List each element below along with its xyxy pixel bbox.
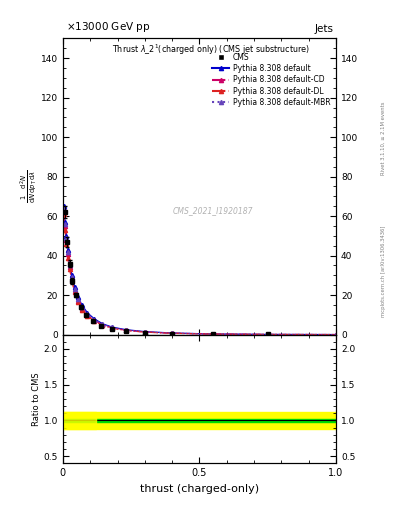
Pythia 8.308 default-DL	[123, 327, 128, 333]
Pythia 8.308 default-CD	[72, 288, 77, 294]
Pythia 8.308 default-CD	[110, 325, 114, 331]
Pythia 8.308 default-MBR	[100, 321, 105, 327]
Pythia 8.308 default-MBR	[64, 235, 69, 241]
Pythia 8.308 default-DL	[85, 313, 90, 319]
Pythia 8.308 default	[334, 331, 338, 337]
Pythia 8.308 default	[63, 219, 68, 225]
Pythia 8.308 default-DL	[63, 227, 68, 233]
Pythia 8.308 default-DL	[211, 331, 215, 337]
Pythia 8.308 default	[80, 302, 84, 308]
Pythia 8.308 default-MBR	[75, 296, 80, 302]
Pythia 8.308 default-DL	[92, 318, 97, 324]
Pythia 8.308 default	[123, 327, 128, 333]
Pythia 8.308 default	[64, 233, 69, 239]
Pythia 8.308 default-CD	[211, 331, 215, 337]
Pythia 8.308 default-DL	[334, 331, 338, 337]
X-axis label: thrust (charged-only): thrust (charged-only)	[140, 484, 259, 494]
Pythia 8.308 default-DL	[67, 266, 72, 272]
Pythia 8.308 default-CD	[170, 330, 174, 336]
Pythia 8.308 default-MBR	[62, 205, 66, 211]
Pythia 8.308 default-CD	[123, 327, 128, 333]
Y-axis label: Ratio to CMS: Ratio to CMS	[32, 372, 41, 426]
Pythia 8.308 default-MBR	[92, 316, 97, 323]
Line: Pythia 8.308 default-MBR: Pythia 8.308 default-MBR	[64, 208, 336, 334]
Pythia 8.308 default-MBR	[170, 330, 174, 336]
Pythia 8.308 default-MBR	[63, 221, 68, 227]
Pythia 8.308 default-CD	[66, 250, 70, 257]
Text: $\times$13000 GeV pp: $\times$13000 GeV pp	[66, 20, 150, 34]
Pythia 8.308 default-CD	[100, 322, 105, 328]
Y-axis label: $\frac{1}{\mathrm{d}N}\frac{\mathrm{d}^{2}N}{\mathrm{d}p_{\mathrm{T}}\,\mathrm{d: $\frac{1}{\mathrm{d}N}\frac{\mathrm{d}^{…	[18, 169, 39, 203]
Pythia 8.308 default-CD	[75, 298, 80, 304]
Pythia 8.308 default	[211, 331, 215, 337]
Pythia 8.308 default-CD	[265, 331, 270, 337]
Pythia 8.308 default-DL	[72, 289, 77, 295]
Line: Pythia 8.308 default-CD: Pythia 8.308 default-CD	[64, 210, 336, 334]
Pythia 8.308 default-CD	[70, 276, 74, 283]
Pythia 8.308 default-CD	[64, 237, 69, 243]
Pythia 8.308 default-DL	[143, 329, 147, 335]
Text: mcplots.cern.ch [arXiv:1306.3436]: mcplots.cern.ch [arXiv:1306.3436]	[381, 226, 386, 317]
Pythia 8.308 default	[62, 203, 66, 209]
Pythia 8.308 default-MBR	[123, 327, 128, 333]
Pythia 8.308 default-CD	[80, 306, 84, 312]
Text: Thrust $\lambda\_2^1$(charged only) (CMS jet substructure): Thrust $\lambda\_2^1$(charged only) (CMS…	[112, 43, 310, 57]
Pythia 8.308 default	[92, 316, 97, 322]
Pythia 8.308 default-DL	[66, 254, 70, 261]
Pythia 8.308 default-DL	[75, 299, 80, 305]
Legend: CMS, Pythia 8.308 default, Pythia 8.308 default-CD, Pythia 8.308 default-DL, Pyt: CMS, Pythia 8.308 default, Pythia 8.308 …	[211, 51, 332, 109]
Pythia 8.308 default-DL	[80, 307, 84, 313]
Pythia 8.308 default-CD	[62, 207, 66, 214]
Pythia 8.308 default-MBR	[110, 325, 114, 331]
Pythia 8.308 default	[100, 321, 105, 327]
Pythia 8.308 default	[170, 330, 174, 336]
Pythia 8.308 default	[85, 310, 90, 316]
Pythia 8.308 default-MBR	[334, 331, 338, 337]
Line: Pythia 8.308 default: Pythia 8.308 default	[64, 206, 336, 334]
Pythia 8.308 default-MBR	[143, 329, 147, 335]
Pythia 8.308 default-MBR	[67, 263, 72, 269]
Pythia 8.308 default-MBR	[80, 304, 84, 310]
Pythia 8.308 default-CD	[85, 312, 90, 318]
Pythia 8.308 default	[75, 294, 80, 300]
Pythia 8.308 default	[67, 261, 72, 267]
Pythia 8.308 default-MBR	[211, 331, 215, 337]
Pythia 8.308 default	[70, 272, 74, 279]
Pythia 8.308 default-MBR	[72, 286, 77, 292]
Pythia 8.308 default-DL	[64, 241, 69, 247]
Pythia 8.308 default-CD	[92, 317, 97, 324]
Pythia 8.308 default	[66, 247, 70, 253]
Pythia 8.308 default	[72, 284, 77, 290]
Pythia 8.308 default	[110, 324, 114, 330]
Pythia 8.308 default-CD	[143, 329, 147, 335]
Pythia 8.308 default-DL	[62, 211, 66, 217]
Pythia 8.308 default-MBR	[85, 311, 90, 317]
Text: Jets: Jets	[314, 24, 333, 34]
Line: Pythia 8.308 default-DL: Pythia 8.308 default-DL	[64, 214, 336, 334]
Text: CMS_2021_I1920187: CMS_2021_I1920187	[173, 206, 253, 215]
Pythia 8.308 default-DL	[110, 325, 114, 331]
Pythia 8.308 default-DL	[70, 278, 74, 284]
Pythia 8.308 default-CD	[63, 223, 68, 229]
Pythia 8.308 default-MBR	[70, 274, 74, 281]
Pythia 8.308 default-MBR	[265, 331, 270, 337]
Pythia 8.308 default-CD	[334, 331, 338, 337]
Pythia 8.308 default	[265, 331, 270, 337]
Pythia 8.308 default-DL	[100, 322, 105, 328]
Pythia 8.308 default-CD	[67, 264, 72, 270]
Text: Rivet 3.1.10, ≥ 2.1M events: Rivet 3.1.10, ≥ 2.1M events	[381, 101, 386, 175]
Pythia 8.308 default-DL	[265, 331, 270, 337]
Pythia 8.308 default-MBR	[66, 249, 70, 255]
Pythia 8.308 default-DL	[170, 330, 174, 336]
Pythia 8.308 default	[143, 329, 147, 335]
